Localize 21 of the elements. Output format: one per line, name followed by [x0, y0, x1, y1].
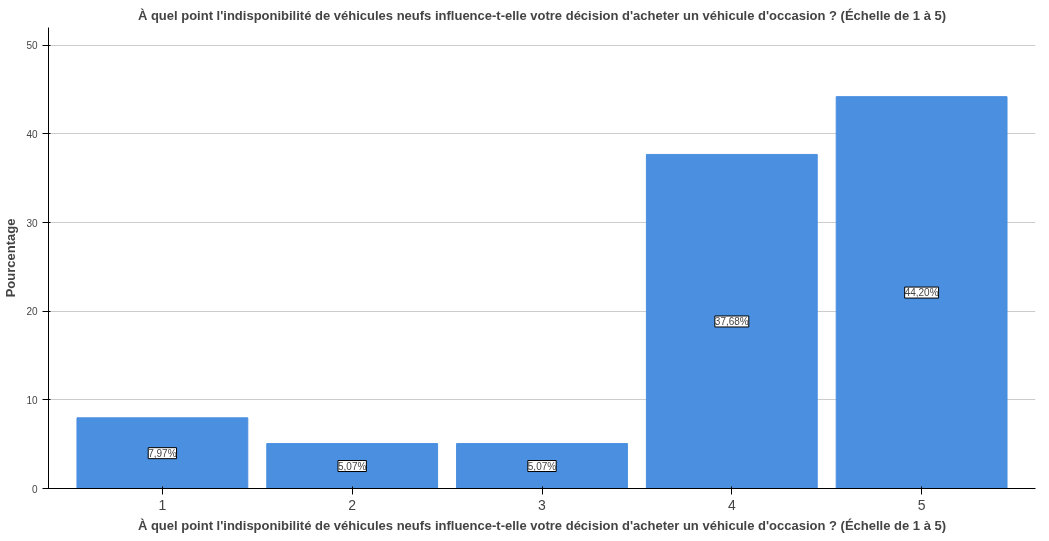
x-axis-title: À quel point l'indisponibilité de véhicules neufs influence-t-elle votre décision d'acheter un véhicule d'occasion ? (Échelle de 1 à 5): [137, 517, 947, 533]
y-tick-label: 50: [26, 40, 38, 52]
data-label: 37,68%: [714, 315, 749, 327]
y-tick-label: 10: [26, 394, 38, 406]
bar: [645, 153, 818, 489]
y-axis-title: Pourcentage: [3, 218, 19, 298]
data-label: 5,07%: [527, 460, 557, 472]
x-tick-label: 2: [348, 496, 357, 513]
x-tick-label: 4: [727, 496, 736, 513]
x-tick-label: 5: [917, 496, 926, 513]
y-tick-label: 0: [31, 483, 38, 495]
bar: [266, 443, 439, 489]
bar: [835, 96, 1008, 489]
y-tick-label: 30: [26, 217, 38, 229]
bar: [76, 417, 249, 489]
chart-title: À quel point l'indisponibilité de véhicules neufs influence-t-elle votre décision d'acheter un véhicule d'occasion ? (Échelle de 1 à 5): [137, 7, 947, 23]
y-tick-label: 20: [26, 306, 38, 318]
x-tick-label: 1: [158, 496, 167, 513]
bar: [456, 443, 628, 489]
y-tick-label: 40: [26, 128, 38, 140]
x-tick-label: 3: [538, 496, 547, 513]
